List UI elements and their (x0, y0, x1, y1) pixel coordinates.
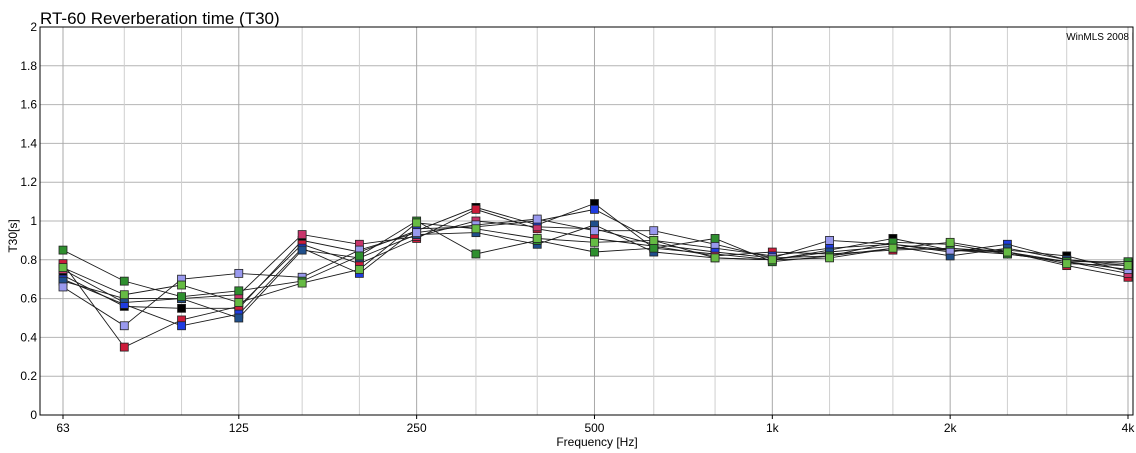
x-tick-label: 125 (229, 421, 249, 435)
chart-title: RT-60 Reverberation time (T30) (40, 9, 280, 28)
data-point (58, 263, 68, 272)
data-point (825, 253, 834, 263)
data-point (590, 204, 599, 214)
data-point (471, 249, 481, 259)
grid (40, 26, 1133, 416)
y-tick-label: 2 (30, 20, 37, 34)
data-point (119, 321, 129, 331)
x-tick-label: 1k (766, 421, 780, 435)
data-point (471, 224, 481, 234)
data-point (297, 245, 307, 255)
y-tick-label: 0.2 (20, 369, 37, 383)
y-tick-label: 0 (30, 408, 37, 422)
data-point (119, 342, 129, 352)
data-point (888, 243, 898, 253)
data-point (354, 251, 364, 261)
data-point (177, 292, 186, 302)
data-point (234, 313, 244, 323)
data-point (945, 237, 955, 247)
data-point (649, 226, 659, 236)
data-point (297, 278, 307, 288)
data-point (234, 268, 244, 278)
data-point (412, 228, 422, 238)
y-tick-label: 1.6 (20, 98, 37, 112)
x-tick-label: 63 (56, 421, 70, 435)
marker-layer (58, 199, 1133, 352)
data-point (177, 321, 186, 331)
y-tick-label: 0.8 (20, 253, 37, 267)
axes: 0 0.2 0.4 0.6 0.8 1 1.2 1.4 1.6 1.8 2 63 125 250 500 1k… (20, 20, 1135, 435)
data-point (710, 234, 720, 243)
y-tick-label: 1 (30, 214, 37, 228)
data-point (767, 255, 777, 265)
x-axis-label: Frequency [Hz] (556, 435, 637, 449)
data-point (1003, 247, 1012, 257)
x-tick-label: 500 (584, 421, 604, 435)
watermark: WinMLS 2008 l (1066, 32, 1134, 43)
data-point (710, 253, 720, 263)
x-tick-label: 250 (407, 421, 427, 435)
data-point (177, 280, 186, 290)
data-point (590, 237, 599, 247)
data-point (649, 235, 659, 245)
data-point (58, 245, 68, 255)
y-tick-label: 1.2 (20, 175, 37, 189)
y-tick-label: 1.8 (20, 59, 37, 73)
data-point (590, 247, 599, 257)
data-point (1123, 261, 1133, 271)
data-point (825, 235, 834, 245)
plot-frame (39, 26, 1134, 416)
x-tick-label: 2k (944, 421, 958, 435)
data-point (177, 303, 186, 313)
data-point (532, 234, 542, 243)
data-point (119, 290, 129, 300)
data-point (234, 298, 244, 307)
data-point (119, 276, 129, 286)
x-tick-label: 4k (1122, 421, 1136, 435)
y-tick-label: 1.4 (20, 136, 37, 150)
data-point (234, 286, 244, 296)
data-point (590, 226, 599, 236)
data-point (471, 204, 481, 214)
y-tick-label: 0.6 (20, 292, 37, 306)
data-point (297, 230, 307, 239)
data-point (649, 243, 659, 253)
data-point (58, 282, 68, 292)
y-tick-label: 0.4 (20, 330, 37, 344)
data-point (354, 265, 364, 274)
data-point (532, 214, 542, 224)
y-axis-label: T30[s] (6, 219, 20, 252)
data-point (1062, 259, 1072, 269)
data-point (412, 218, 422, 228)
